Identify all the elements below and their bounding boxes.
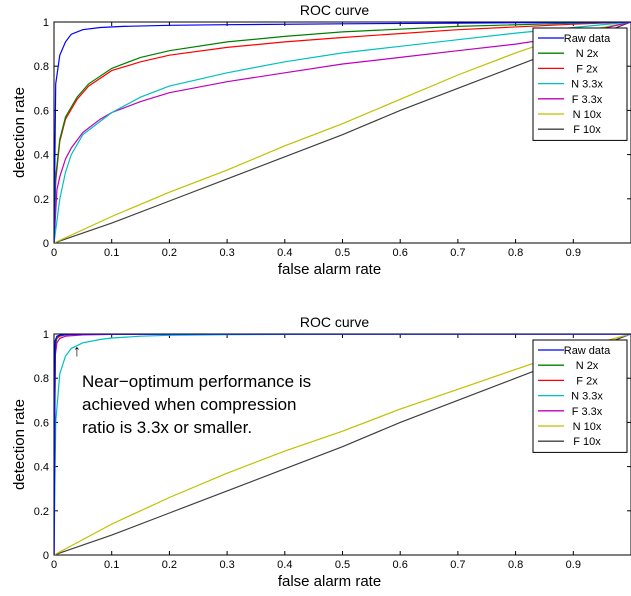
y-axis-label: detection rate xyxy=(11,399,28,490)
legend-label: N 10x xyxy=(573,109,602,121)
y-tick-label: 0.8 xyxy=(34,61,49,73)
y-tick-label: 0.4 xyxy=(34,150,49,162)
x-tick-label: 0.8 xyxy=(508,247,523,259)
legend-label: F 2x xyxy=(576,63,598,75)
series-line-raw-data xyxy=(54,22,631,243)
y-tick-label: 0.4 xyxy=(34,462,49,474)
x-tick-label: 0.7 xyxy=(450,559,465,571)
annotation-text: ratio is 3.3x or smaller. xyxy=(82,418,252,437)
x-tick-label: 0 xyxy=(51,559,57,571)
legend-label: N 2x xyxy=(576,360,599,372)
x-tick-label: 0.8 xyxy=(508,559,523,571)
series-line-n-3-3x xyxy=(54,22,631,243)
y-axis-label: detection rate xyxy=(11,87,28,178)
x-tick-label: 0.6 xyxy=(393,247,408,259)
x-tick-label: 0.6 xyxy=(393,559,408,571)
y-tick-label: 0 xyxy=(43,238,49,250)
x-tick-label: 0.3 xyxy=(219,247,234,259)
legend-label: F 10x xyxy=(573,436,601,448)
top-roc-chart: ROC curve 0 0.1 0.2 0.3 0.4 0.5 0.6 0.7 0.8 0.9 0 0.… xyxy=(11,2,631,278)
x-axis-label: false alarm rate xyxy=(278,573,381,590)
chart-title: ROC curve xyxy=(300,2,369,18)
series-line-n-3-3x xyxy=(54,334,631,555)
y-tick-label: 1 xyxy=(43,329,49,341)
x-tick-label: 0.2 xyxy=(162,559,177,571)
series-line-raw-data xyxy=(54,334,631,555)
x-tick-label: 0.9 xyxy=(566,247,581,259)
y-tick-label: 0.6 xyxy=(34,417,49,429)
legend-label: N 10x xyxy=(573,421,602,433)
x-tick-label: 0.3 xyxy=(219,559,234,571)
legend-label: N 3.3x xyxy=(571,391,603,403)
x-tick-label: 0 xyxy=(51,247,57,259)
legend-label: F 3.3x xyxy=(572,94,603,106)
x-tick-label: 0.1 xyxy=(104,559,119,571)
x-tick-label: 0.5 xyxy=(335,247,350,259)
x-tick-label: 0.5 xyxy=(335,559,350,571)
legend-label: Raw data xyxy=(564,33,611,45)
y-tick-label: 1 xyxy=(43,17,49,29)
x-tick-label: 0.1 xyxy=(104,247,119,259)
x-axis-label: false alarm rate xyxy=(278,261,381,278)
y-tick-label: 0.8 xyxy=(34,373,49,385)
annotation-arrow: ↑ xyxy=(73,343,81,360)
legend-label: N 2x xyxy=(576,48,599,60)
legend-label: N 3.3x xyxy=(571,79,603,91)
y-tick-label: 0.2 xyxy=(34,194,49,206)
series-line-f-3-3x xyxy=(54,22,631,243)
legend-label: F 10x xyxy=(573,124,601,136)
legend: Raw data N 2x F 2x N 3.3x F 3.3x N 10x F 10x xyxy=(532,339,628,453)
y-tick-label: 0.6 xyxy=(34,105,49,117)
bottom-roc-chart: ROC curve 0 0.1 0.2 0.3 0.4 0.5 0.6 0.7 0.8 0.9 0 0.… xyxy=(11,314,631,590)
x-tick-label: 0.9 xyxy=(566,559,581,571)
legend: Raw data N 2x F 2x N 3.3x F 3.3x N 10x F 10x xyxy=(532,27,628,141)
annotation-text: Near−optimum performance is xyxy=(82,372,311,391)
chart-title: ROC curve xyxy=(300,314,369,330)
legend-label: F 2x xyxy=(576,375,598,387)
legend-label: Raw data xyxy=(564,345,611,357)
series-line-n-2x xyxy=(54,22,631,243)
annotation-text: achieved when compression xyxy=(82,395,297,414)
y-tick-label: 0 xyxy=(43,550,49,562)
y-tick-label: 0.2 xyxy=(34,506,49,518)
x-tick-label: 0.7 xyxy=(450,247,465,259)
legend-label: F 3.3x xyxy=(572,406,603,418)
x-tick-label: 0.2 xyxy=(162,247,177,259)
x-tick-label: 0.4 xyxy=(277,559,292,571)
x-tick-label: 0.4 xyxy=(277,247,292,259)
